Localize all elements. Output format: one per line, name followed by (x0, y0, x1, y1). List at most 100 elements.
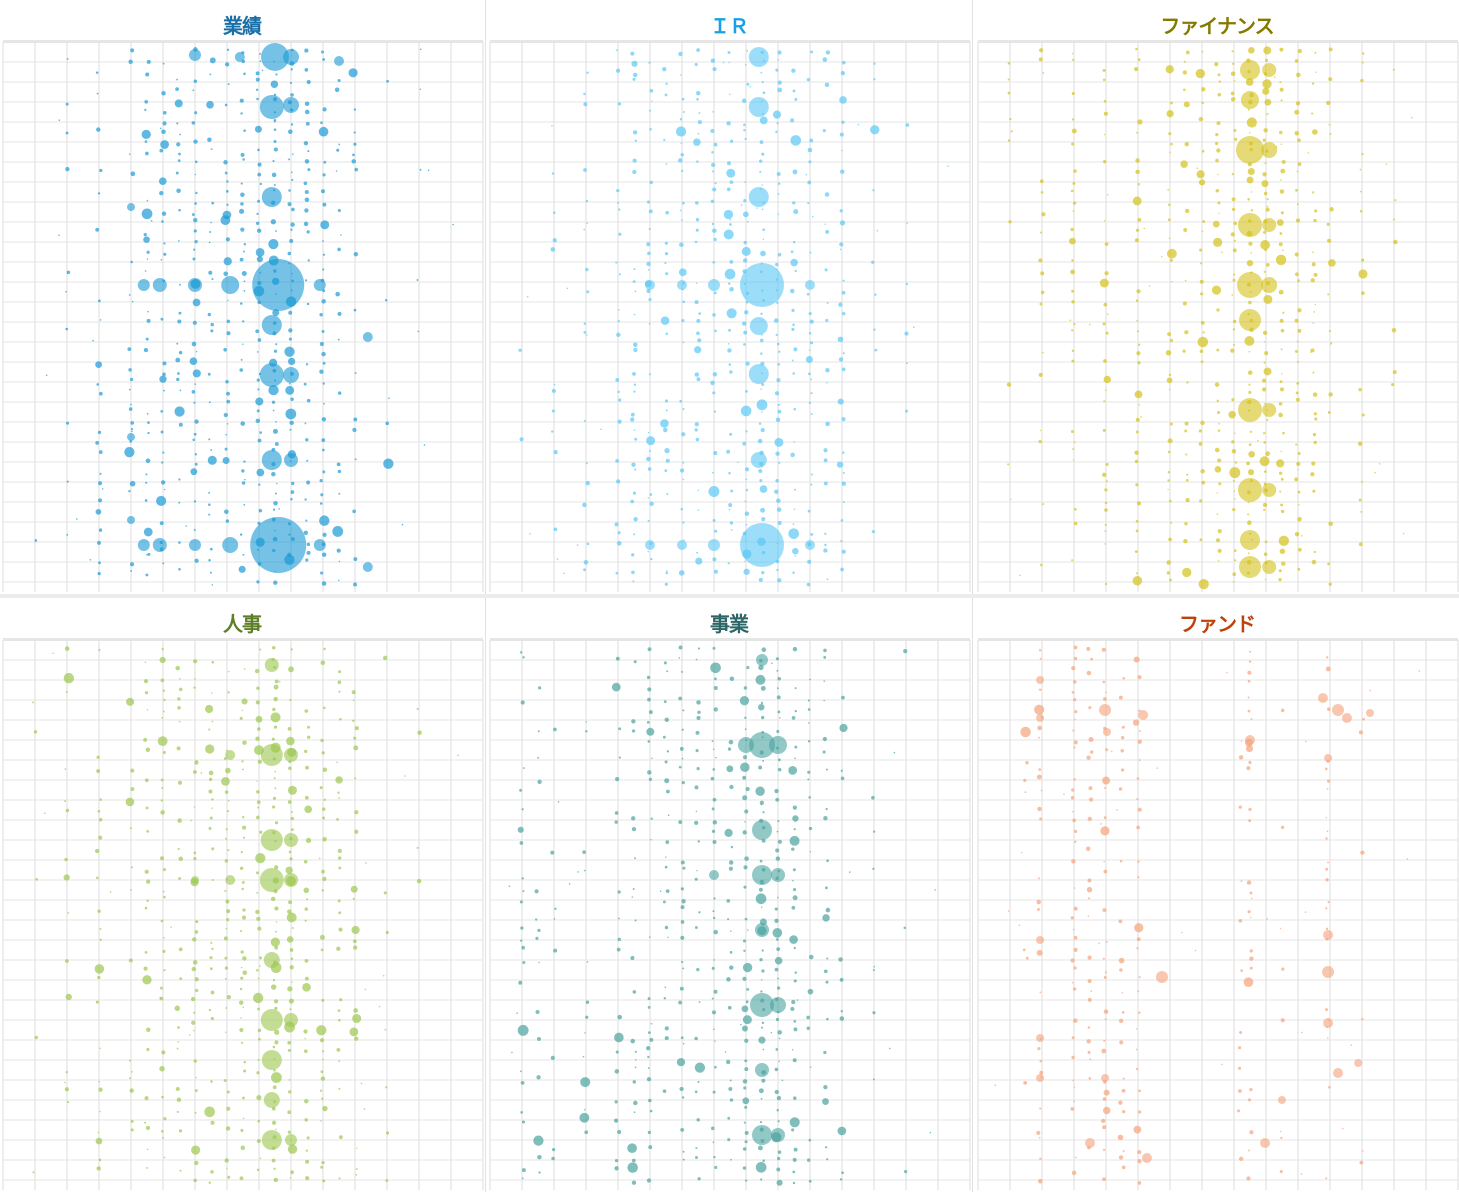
bubble-point (774, 1089, 779, 1095)
bubble-point (191, 341, 197, 347)
bubble-point (1360, 511, 1363, 513)
bubble-point (65, 102, 69, 106)
bubble-point (1216, 492, 1218, 494)
bubble-point (792, 201, 796, 205)
bubble-point (195, 1076, 197, 1079)
bubble-point (67, 912, 70, 914)
bubble-point (161, 461, 164, 464)
bubble-point (1199, 499, 1203, 503)
bubble-point-major (1354, 1059, 1363, 1067)
bubble-point (255, 397, 264, 406)
bubble-point (242, 1006, 245, 1009)
bubble-point (1281, 373, 1283, 375)
bubble-point (242, 553, 245, 556)
bubble-point (1279, 471, 1283, 475)
bubble-point (1036, 899, 1042, 905)
bubble-point-major (152, 278, 167, 292)
bubble-point-major (805, 280, 815, 290)
bubble-point (1327, 707, 1331, 711)
bubble-point (1086, 755, 1091, 760)
bubble-point (760, 685, 766, 691)
bubble-point (664, 986, 667, 989)
bubble-point (806, 1158, 811, 1162)
bubble-point (761, 647, 767, 652)
bubble-point (694, 1090, 698, 1094)
bubble-point (631, 1180, 637, 1185)
bubble-point (290, 123, 294, 126)
bubble-point (208, 438, 211, 441)
bubble-point (826, 302, 829, 304)
bubble-point (1294, 109, 1300, 115)
bubble-point (678, 158, 683, 163)
bubble-point (520, 939, 523, 942)
bubble-point (337, 1009, 341, 1012)
bubble-point (713, 897, 716, 900)
bubble-point (745, 488, 749, 492)
bubble-point (1089, 797, 1094, 802)
bubble-point (741, 98, 747, 103)
bubble-point (1247, 198, 1250, 201)
bubble-point (256, 212, 259, 216)
bubble-point (1359, 190, 1362, 193)
bubble-point (511, 1051, 513, 1054)
bubble-point (663, 700, 667, 704)
bubble-point (194, 462, 198, 466)
bubble-point (806, 292, 810, 296)
bubble-point (696, 551, 699, 554)
bubble-point (520, 926, 524, 930)
bubble-point (1280, 477, 1284, 481)
bubble-point (747, 929, 749, 931)
bubble-point (1233, 239, 1236, 242)
bubble-point (729, 676, 735, 681)
bubble-point (1248, 132, 1251, 134)
bubble-point (1298, 504, 1300, 506)
bubble-point (32, 1171, 35, 1174)
bubble-point (794, 745, 798, 749)
bubble-point (1185, 478, 1189, 482)
bubble-point (194, 419, 199, 424)
bubble-point (808, 332, 812, 335)
bubble-point (321, 581, 327, 586)
bubble-point (1104, 971, 1108, 974)
bubble-point (304, 749, 308, 754)
bubble-point (808, 372, 811, 376)
bubble-point (1262, 79, 1272, 89)
bubble-point (1070, 227, 1074, 232)
bubble-point (777, 1030, 782, 1035)
bubble-point (775, 856, 781, 861)
bubble-point (143, 679, 149, 684)
bubble-point (1073, 1100, 1075, 1103)
bubble-point (211, 847, 215, 851)
bubble-point (1137, 1150, 1142, 1155)
chart-title: 事業 (710, 612, 749, 636)
bubble-point (1294, 477, 1299, 482)
bubble-point (161, 786, 164, 789)
bubble-point-major (750, 452, 767, 468)
bubble-point (649, 109, 652, 112)
bubble-point (632, 990, 637, 994)
bubble-point (176, 188, 181, 194)
bubble-point (614, 820, 618, 824)
bubble-point (823, 680, 826, 682)
bubble-point (659, 890, 662, 892)
bubble-point (207, 455, 217, 465)
bubble-point (630, 412, 635, 417)
bubble-point (1328, 392, 1333, 397)
bubble-point (224, 447, 228, 451)
bubble-point (791, 716, 796, 720)
bubble-point (226, 918, 230, 922)
bubble-point (1171, 280, 1173, 283)
bubble-point (175, 87, 179, 91)
bubble-point (160, 919, 164, 923)
bubble-point-major (1322, 966, 1335, 978)
bubble-point (1200, 262, 1203, 265)
bubble-point (810, 392, 813, 395)
bubble-point (825, 421, 830, 427)
bubble-point-major (1323, 930, 1334, 940)
bubble-point (1357, 441, 1363, 446)
bubble-point (130, 1128, 134, 1132)
bubble-point (1070, 269, 1076, 275)
bubble-point (193, 1059, 197, 1063)
bubble-point (1215, 188, 1220, 193)
bubble-point (848, 871, 851, 873)
